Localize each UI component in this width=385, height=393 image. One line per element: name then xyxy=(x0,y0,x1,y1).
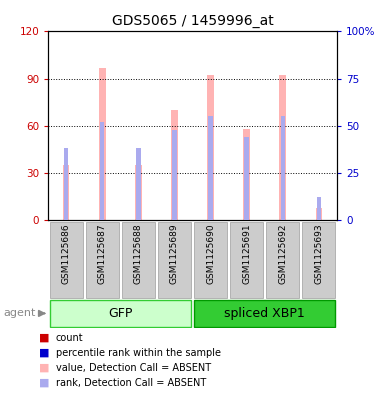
Bar xyxy=(136,149,141,220)
Text: GSM1125690: GSM1125690 xyxy=(206,223,215,284)
Text: rank, Detection Call = ABSENT: rank, Detection Call = ABSENT xyxy=(56,378,206,388)
FancyBboxPatch shape xyxy=(158,222,191,298)
Bar xyxy=(64,149,69,220)
FancyBboxPatch shape xyxy=(122,222,155,298)
Text: GSM1125686: GSM1125686 xyxy=(62,223,71,284)
Bar xyxy=(244,137,249,220)
Text: GSM1125687: GSM1125687 xyxy=(98,223,107,284)
Bar xyxy=(100,122,104,220)
Bar xyxy=(135,165,142,220)
Bar xyxy=(281,116,285,220)
FancyBboxPatch shape xyxy=(302,222,335,298)
Text: GSM1125693: GSM1125693 xyxy=(314,223,323,284)
FancyBboxPatch shape xyxy=(230,222,263,298)
Text: GFP: GFP xyxy=(108,307,132,320)
Text: GSM1125688: GSM1125688 xyxy=(134,223,143,284)
Bar xyxy=(207,75,214,220)
Bar xyxy=(171,110,178,220)
Text: agent: agent xyxy=(4,309,36,318)
Text: GSM1125692: GSM1125692 xyxy=(278,223,287,284)
FancyBboxPatch shape xyxy=(85,222,119,298)
Text: value, Detection Call = ABSENT: value, Detection Call = ABSENT xyxy=(56,363,211,373)
Text: spliced XBP1: spliced XBP1 xyxy=(224,307,305,320)
Text: percentile rank within the sample: percentile rank within the sample xyxy=(56,348,221,358)
Bar xyxy=(208,116,213,220)
Text: GDS5065 / 1459996_at: GDS5065 / 1459996_at xyxy=(112,14,273,28)
FancyBboxPatch shape xyxy=(194,300,335,327)
Text: GSM1125691: GSM1125691 xyxy=(242,223,251,284)
Text: count: count xyxy=(56,333,84,343)
FancyBboxPatch shape xyxy=(50,222,83,298)
Bar xyxy=(243,129,250,220)
FancyBboxPatch shape xyxy=(194,222,227,298)
Bar xyxy=(63,165,69,220)
Text: GSM1125689: GSM1125689 xyxy=(170,223,179,284)
Text: ■: ■ xyxy=(38,333,49,343)
FancyBboxPatch shape xyxy=(50,300,191,327)
Text: ■: ■ xyxy=(38,363,49,373)
Bar xyxy=(316,208,322,220)
Bar xyxy=(316,197,321,220)
FancyBboxPatch shape xyxy=(266,222,300,298)
Bar xyxy=(172,130,177,220)
Text: ■: ■ xyxy=(38,378,49,388)
Text: ■: ■ xyxy=(38,348,49,358)
Bar xyxy=(280,75,286,220)
Bar xyxy=(99,68,105,220)
